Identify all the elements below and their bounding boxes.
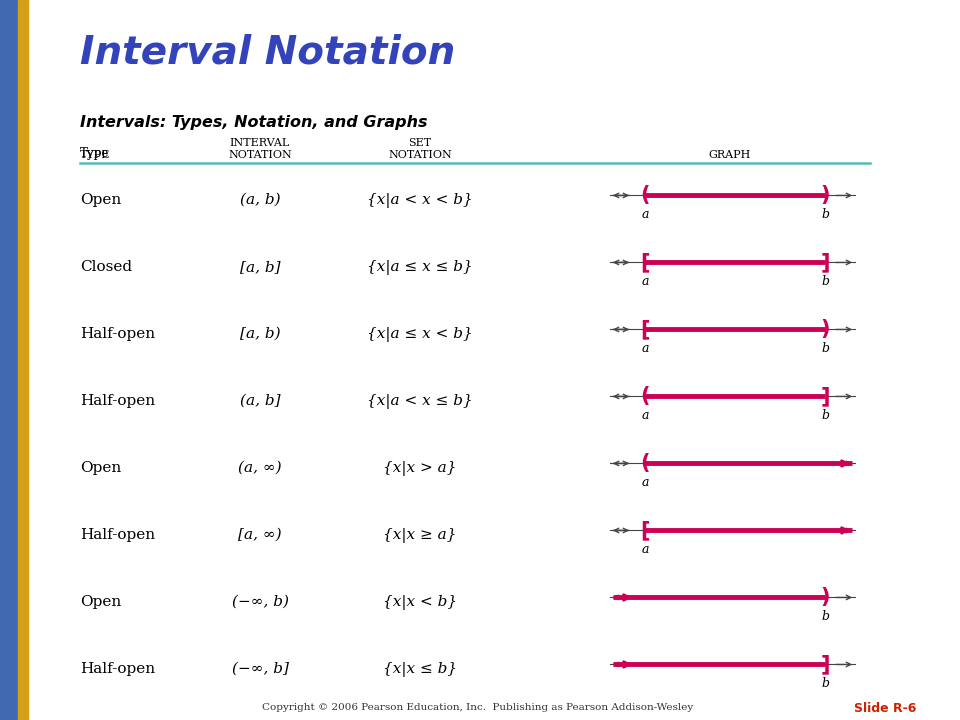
Text: Open: Open [80,193,121,207]
Text: {x|x ≥ a}: {x|x ≥ a} [383,528,457,543]
Text: INTERVAL: INTERVAL [229,138,290,148]
Text: NOTATION: NOTATION [388,150,452,160]
Text: (: ( [640,387,650,407]
Text: Half-open: Half-open [80,528,156,542]
Text: ]: ] [820,253,829,272]
Text: [a, b]: [a, b] [240,260,280,274]
Text: {x|a ≤ x ≤ b}: {x|a ≤ x ≤ b} [367,260,473,274]
Text: (−∞, b]: (−∞, b] [231,662,289,676]
Text: Closed: Closed [80,260,132,274]
Text: ]: ] [820,654,829,675]
Text: b: b [821,678,829,690]
Text: {x|x > a}: {x|x > a} [383,461,457,476]
Text: [a, ∞): [a, ∞) [238,528,282,542]
Bar [18,0,28,720]
Text: {x|x ≤ b}: {x|x ≤ b} [383,662,457,677]
Text: Interval Notation: Interval Notation [80,33,455,71]
Text: {x|x < b}: {x|x < b} [383,595,457,610]
Text: (a, ∞): (a, ∞) [238,461,282,475]
Text: (a, b]: (a, b] [240,394,280,408]
Text: a: a [641,209,649,222]
Text: a: a [641,410,649,423]
Text: Half-open: Half-open [80,662,156,676]
Text: {x|a < x ≤ b}: {x|a < x ≤ b} [367,394,473,409]
Text: NOTATION: NOTATION [228,150,292,160]
Text: [: [ [640,521,650,541]
Text: Copyright © 2006 Pearson Education, Inc.  Publishing as Pearson Addison-Wesley: Copyright © 2006 Pearson Education, Inc.… [262,703,694,713]
Text: ): ) [820,320,829,339]
Text: {x|a ≤ x < b}: {x|a ≤ x < b} [367,327,473,341]
Text: b: b [821,611,829,624]
Text: TYPE: TYPE [80,150,110,160]
Text: (−∞, b): (−∞, b) [231,595,289,609]
Text: Slide R-6: Slide R-6 [853,701,916,714]
Text: SET: SET [408,138,432,148]
Text: [: [ [640,253,650,272]
Text: (: ( [640,186,650,205]
Text: (a, b): (a, b) [240,193,280,207]
Text: (: ( [640,454,650,474]
Text: b: b [821,276,829,289]
Text: ): ) [820,588,829,608]
Text: Intervals: Types, Notation, and Graphs: Intervals: Types, Notation, and Graphs [80,114,427,130]
Text: Tуре: Tуре [80,147,109,160]
Text: Open: Open [80,595,121,609]
Text: {x|a < x < b}: {x|a < x < b} [367,193,473,207]
Text: ): ) [820,186,829,205]
Bar [0,0,18,720]
Text: b: b [821,343,829,356]
Text: a: a [641,343,649,356]
Text: a: a [641,477,649,490]
Text: [a, b): [a, b) [240,327,280,341]
Text: GRAPH: GRAPH [708,150,751,160]
Text: Open: Open [80,461,121,475]
Text: b: b [821,410,829,423]
Text: Half-open: Half-open [80,327,156,341]
Text: [: [ [640,320,650,339]
Text: a: a [641,276,649,289]
Text: Half-open: Half-open [80,394,156,408]
Text: a: a [641,544,649,557]
Text: ]: ] [820,387,829,407]
Text: b: b [821,209,829,222]
